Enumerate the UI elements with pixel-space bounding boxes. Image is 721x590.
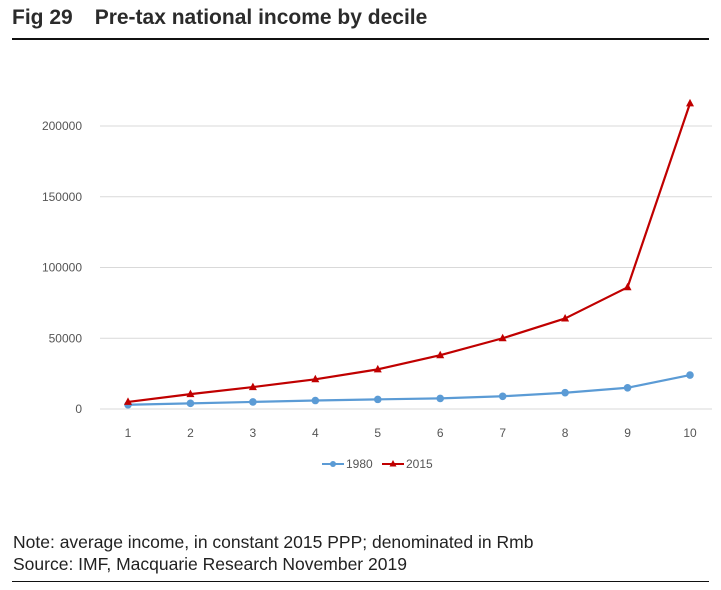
data-point [686,98,694,107]
series-1980 [124,371,694,409]
data-point [248,382,257,391]
series-line-2015 [127,103,692,404]
legend-marker [389,460,397,467]
series-group [124,98,694,409]
y-tick-label: 100000 [42,261,82,275]
data-point [436,350,445,359]
footer-rule [12,581,709,582]
data-point [498,333,507,342]
chart-notes: Note: average income, in constant 2015 P… [13,531,533,575]
y-tick-label: 200000 [42,119,82,133]
legend-item-1980: 1980 [322,457,373,471]
y-tick-label: 150000 [42,190,82,204]
data-point [436,394,445,403]
y-axis-ticks: 0 50000 100000 150000 200000 [42,119,82,416]
gridlines [100,125,712,410]
x-tick-label: 2 [187,426,194,440]
x-tick-label: 6 [437,426,444,440]
data-point [373,364,382,373]
data-point [373,395,382,404]
data-point [561,313,570,322]
data-point [249,398,257,406]
legend: 1980 2015 [322,457,433,471]
data-point [186,399,195,408]
data-point [623,282,632,291]
y-tick-label: 50000 [49,331,83,345]
legend-label: 2015 [406,457,433,471]
note-text: Note: average income, in constant 2015 P… [13,532,534,552]
line-chart: 0 50000 100000 150000 200000 1 2 3 4 5 6 7 8 9 10 198… [42,98,712,471]
data-point [686,371,694,379]
series-2015 [124,98,694,405]
x-axis-ticks: 1 2 3 4 5 6 7 8 9 10 [125,426,697,440]
data-point [311,396,320,405]
chart-title: Pre-tax national income by decile [94,6,428,29]
x-tick-label: 4 [312,426,319,440]
y-tick-label: 0 [75,402,82,416]
x-tick-label: 3 [250,426,257,440]
x-tick-label: 1 [125,426,132,440]
figure-number: Fig 29 [12,6,73,29]
series-line-1980 [127,373,691,406]
data-point [498,392,507,401]
data-point [186,389,195,398]
source-text: Source: IMF, Macquarie Research November… [13,554,407,574]
x-tick-label: 9 [624,426,631,440]
x-tick-label: 8 [562,426,569,440]
x-tick-label: 5 [374,426,381,440]
data-point [311,374,320,383]
legend-marker [330,461,336,467]
legend-item-2015: 2015 [382,457,433,471]
data-point [124,397,132,405]
x-tick-label: 10 [683,426,697,440]
data-point [623,383,632,392]
x-tick-label: 7 [499,426,506,440]
legend-label: 1980 [346,457,373,471]
data-point [561,388,569,397]
figure-title: Fig 29 Pre-tax national income by decile [12,6,427,30]
title-rule [12,38,709,40]
